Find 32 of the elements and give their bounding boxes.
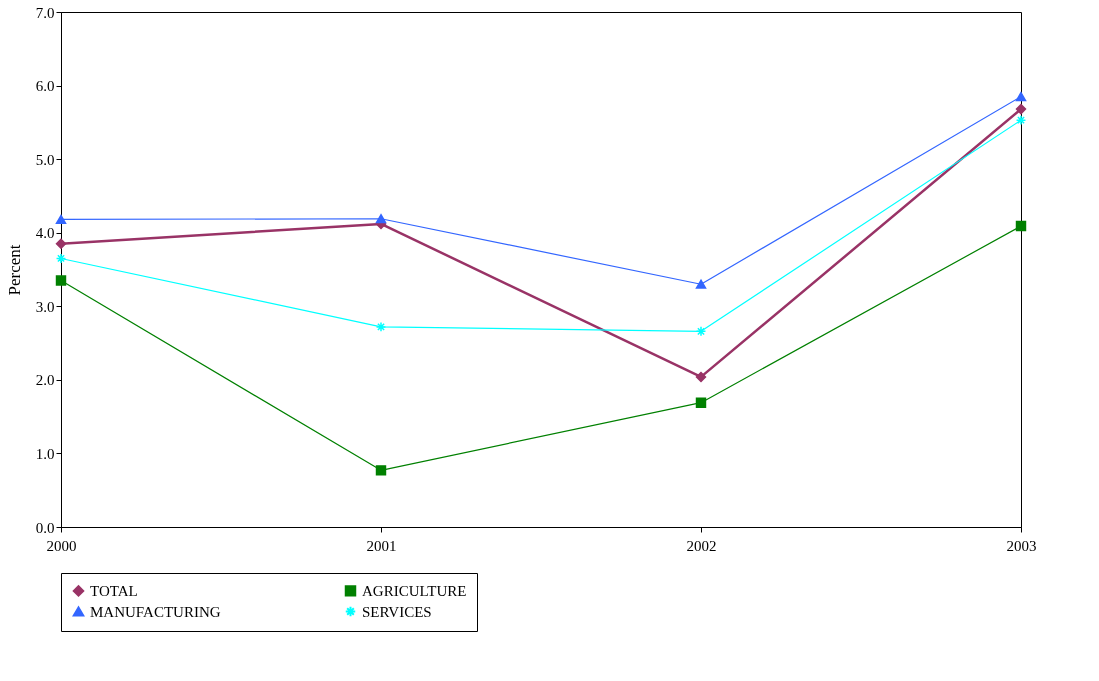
y-tick-label: 2.0 (35, 372, 55, 389)
y-tick-label: 5.0 (35, 151, 55, 168)
point (1015, 103, 1027, 115)
point (375, 465, 387, 476)
legend-label: TOTAL (90, 582, 138, 599)
y-tick-label: 7.0 (35, 4, 55, 21)
legend-label: MANUFACTURING (90, 603, 221, 620)
point (375, 214, 387, 224)
point (1015, 220, 1027, 232)
y-tick-label: 6.0 (35, 78, 55, 95)
x-tick-label: 2002 (686, 537, 717, 554)
y-tick-label: 1.0 (35, 445, 55, 462)
point (695, 279, 707, 289)
point (695, 397, 707, 408)
point (55, 214, 67, 225)
legend-label: SERVICES (362, 603, 432, 620)
point (1015, 91, 1027, 102)
point (55, 253, 67, 264)
y-tick-label: 3.0 (35, 298, 55, 315)
legend-label: AGRICULTURE (362, 582, 467, 599)
y-tick-label: 0.0 (35, 519, 55, 536)
point (695, 371, 707, 383)
point (55, 275, 67, 286)
x-tick-label: 2000 (46, 537, 77, 554)
x-tick-label: 2001 (366, 537, 397, 554)
x-tick-label: 2003 (1006, 537, 1037, 554)
y-tick-label: 4.0 (35, 225, 55, 242)
point (55, 238, 67, 249)
point (1015, 114, 1027, 126)
y-axis-title: Percent (4, 244, 24, 296)
point (375, 321, 387, 333)
point (695, 326, 707, 337)
